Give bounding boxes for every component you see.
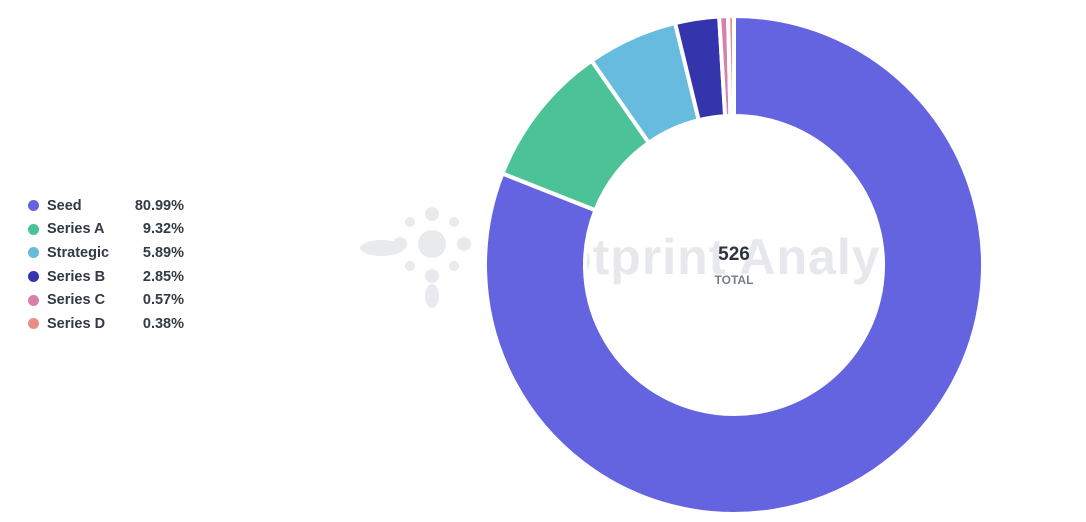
legend-label: Strategic [47, 244, 110, 261]
legend-label: Seed [47, 197, 82, 214]
legend-value: 0.57% [142, 292, 184, 309]
legend-value: 80.99% [134, 197, 184, 214]
legend-label: Series C [47, 292, 106, 309]
legend-item[interactable]: Seed 80.99% [24, 194, 184, 218]
legend-swatch [28, 294, 39, 306]
donut-slice-series-d[interactable] [726, 14, 736, 119]
legend-item[interactable]: Strategic 5.89% [24, 241, 184, 265]
legend-swatch [28, 223, 39, 235]
legend-swatch [28, 271, 39, 283]
center-total-label: TOTAL [714, 273, 754, 287]
legend-item[interactable]: Series D 0.38% [24, 312, 184, 336]
legend-value: 2.85% [142, 268, 184, 285]
donut-slice-seed[interactable] [483, 14, 985, 516]
legend-value: 9.32% [142, 221, 184, 238]
legend-label: Series D [47, 315, 106, 332]
legend-item[interactable]: Series A 9.32% [24, 218, 184, 242]
legend-swatch [28, 318, 39, 330]
legend-swatch [28, 247, 39, 259]
legend-value: 5.89% [142, 244, 184, 261]
legend-item[interactable]: Series C 0.57% [24, 288, 184, 312]
chart-legend: Seed 80.99% Series A 9.32% Strategic 5.89% Ser… [24, 194, 184, 336]
legend-item[interactable]: Series B 2.85% [24, 265, 184, 289]
legend-label: Series A [47, 221, 105, 238]
legend-label: Series B [47, 268, 106, 285]
legend-value: 0.38% [142, 315, 184, 332]
legend-swatch [28, 200, 39, 212]
center-total-value: 526 [718, 244, 750, 265]
